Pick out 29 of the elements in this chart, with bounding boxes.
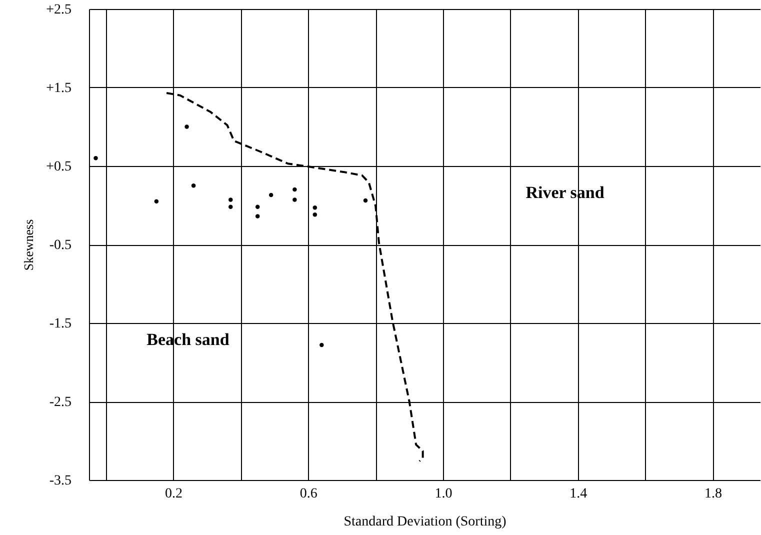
y-tick-label: +1.5	[46, 81, 72, 96]
x-axis-title: Standard Deviation (Sorting)	[344, 514, 507, 530]
point	[191, 184, 196, 188]
point	[268, 192, 274, 198]
y-tick-label: -1.5	[49, 316, 72, 332]
point	[292, 187, 297, 192]
x-tick-label: 0.2	[165, 486, 183, 502]
point	[255, 214, 260, 218]
y-tick-label: -3.5	[49, 474, 72, 488]
x-tick-label: 1.8	[704, 486, 722, 502]
x-tick-label: 1.4	[570, 486, 588, 502]
point	[363, 198, 368, 203]
point	[312, 205, 318, 210]
y-tick-label: -2.5	[49, 395, 72, 410]
point	[255, 204, 260, 209]
y-tick-label: -0.5	[49, 238, 72, 253]
point	[312, 212, 318, 217]
x-tick-label: 1.0	[434, 486, 452, 502]
point	[94, 156, 98, 160]
point	[228, 198, 233, 202]
y-tick-label: +2.5	[46, 2, 72, 18]
x-tick-label: 0.6	[300, 486, 318, 502]
point	[292, 198, 297, 202]
point	[320, 342, 324, 348]
point	[228, 204, 233, 209]
y-tick-label: +0.5	[46, 160, 72, 174]
point	[184, 124, 189, 129]
y-axis-title: Skewness	[21, 219, 36, 271]
point	[154, 199, 159, 204]
